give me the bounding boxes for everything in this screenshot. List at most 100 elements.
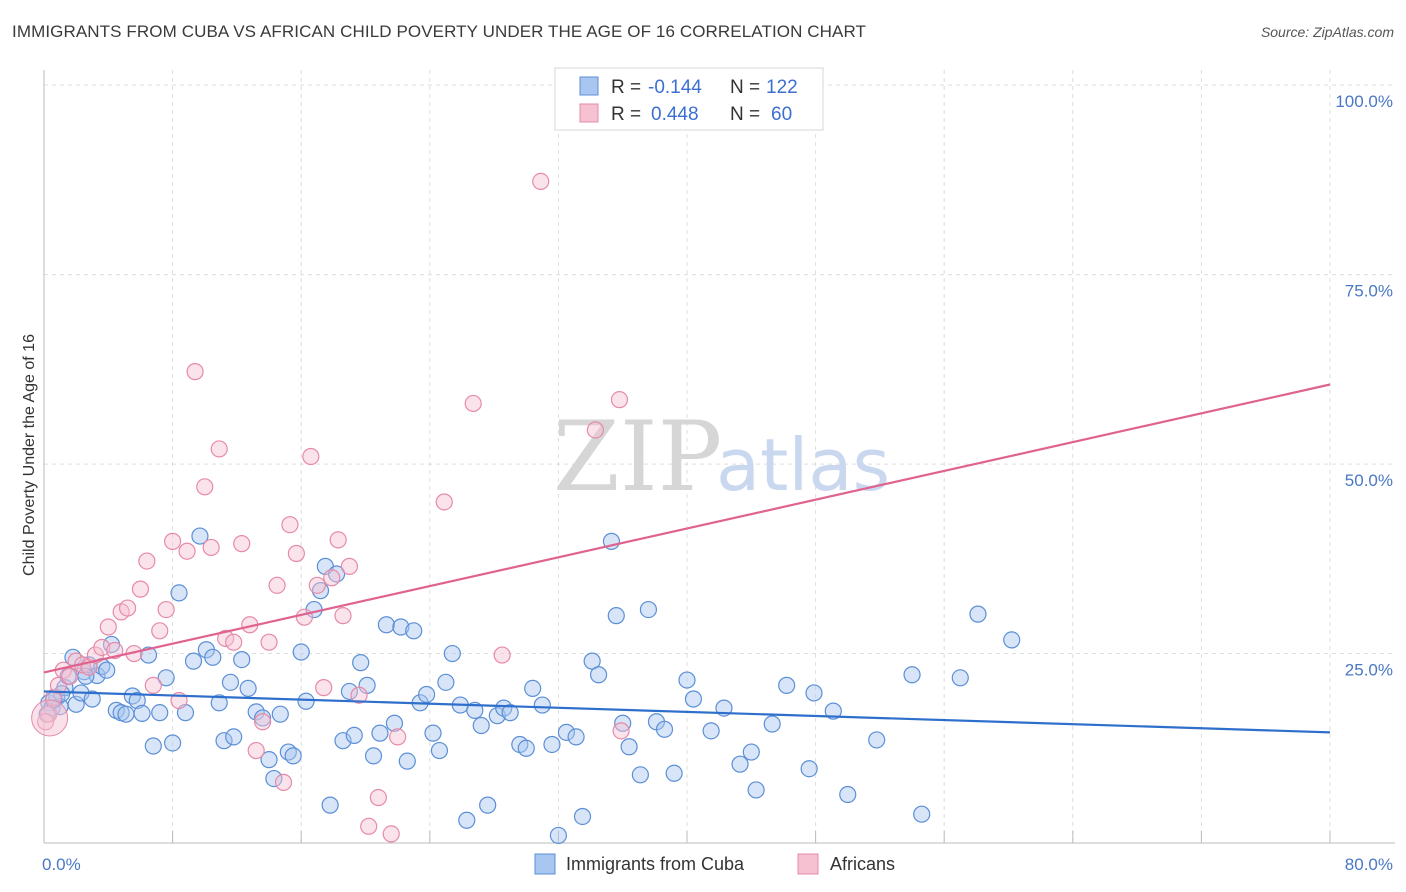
legend-r-label: R = <box>611 104 641 125</box>
data-point <box>233 651 251 669</box>
data-point <box>239 679 257 698</box>
data-point <box>437 673 455 691</box>
data-point <box>607 607 625 625</box>
data-point <box>191 527 209 545</box>
data-point <box>144 676 162 694</box>
legend-r-value: -0.144 <box>648 77 702 98</box>
data-point <box>868 731 886 749</box>
data-point <box>665 764 683 782</box>
data-point <box>742 743 760 761</box>
data-point <box>311 582 330 600</box>
legend-n-label: N = <box>730 104 760 125</box>
data-point <box>98 661 116 679</box>
data-point <box>639 600 658 619</box>
bottom-legend-swatch-africans <box>797 853 819 875</box>
data-point <box>334 607 352 625</box>
watermark: ZIP atlas <box>553 401 890 513</box>
data-point <box>392 618 410 636</box>
data-point <box>655 720 674 738</box>
data-point <box>684 690 703 708</box>
grid-lines <box>44 70 1395 843</box>
data-point <box>178 542 196 560</box>
data-point <box>631 766 649 784</box>
data-point <box>274 773 293 791</box>
data-point <box>295 608 314 626</box>
data-point <box>573 807 592 826</box>
legend: R = -0.144 N = 122 R = 0.448 N = 60 <box>554 67 824 131</box>
data-point <box>903 666 921 684</box>
series-africans-points <box>31 76 672 843</box>
data-point <box>247 741 265 760</box>
x-tick-label: 0.0% <box>42 855 81 874</box>
data-point <box>389 728 407 746</box>
data-point <box>217 629 235 647</box>
data-point <box>435 493 453 511</box>
data-point <box>532 172 550 191</box>
data-point <box>543 735 561 754</box>
data-point <box>133 704 151 723</box>
data-point <box>315 679 333 697</box>
legend-box <box>554 67 824 131</box>
data-point <box>340 682 359 701</box>
legend-r-label: R = <box>611 77 641 98</box>
data-point <box>302 447 320 466</box>
data-point <box>350 686 368 704</box>
data-point <box>678 671 696 689</box>
trend-line-africans <box>43 383 1331 674</box>
trend-line-cuba <box>43 690 1331 734</box>
data-point <box>221 673 240 691</box>
data-point <box>747 781 765 799</box>
data-point <box>164 734 182 752</box>
data-point <box>157 600 175 619</box>
data-point <box>377 616 395 634</box>
data-point <box>364 747 383 765</box>
data-point <box>117 705 135 723</box>
data-point <box>281 516 299 534</box>
data-point <box>202 538 220 557</box>
y-tick-label: 50.0% <box>1345 471 1393 490</box>
data-point <box>340 557 359 575</box>
data-point <box>308 576 326 594</box>
bottom-legend-swatch-cuba <box>534 853 556 875</box>
data-point <box>763 715 781 733</box>
data-point <box>458 811 476 829</box>
data-point <box>268 576 286 594</box>
data-point <box>472 716 490 735</box>
data-point <box>164 532 182 550</box>
data-point <box>501 704 519 722</box>
data-point <box>210 440 228 458</box>
data-point <box>951 669 969 687</box>
data-point-cluster <box>31 699 69 737</box>
data-point <box>612 722 630 740</box>
data-point <box>702 722 720 740</box>
legend-r-value: 0.448 <box>651 104 699 125</box>
data-point <box>405 622 423 640</box>
data-point <box>369 788 387 807</box>
y-tick-label: 25.0% <box>1345 661 1393 680</box>
data-point <box>805 684 823 702</box>
data-point <box>233 535 251 553</box>
data-point <box>204 648 222 666</box>
data-point <box>323 569 341 587</box>
data-point <box>371 724 389 742</box>
data-point <box>524 679 542 698</box>
data-point <box>824 702 842 720</box>
data-point <box>360 817 378 835</box>
source-label: Source: ZipAtlas.com <box>1260 24 1394 40</box>
legend-n-value: 60 <box>771 104 792 125</box>
data-point <box>517 739 535 757</box>
data-point <box>321 796 339 814</box>
data-point <box>424 724 442 742</box>
data-point <box>265 769 283 788</box>
chart-title: IMMIGRANTS FROM CUBA VS AFRICAN CHILD PO… <box>12 22 867 41</box>
data-point <box>479 796 497 814</box>
data-point <box>417 685 436 704</box>
data-point <box>913 805 931 823</box>
y-axis-label: Child Poverty Under the Age of 16 <box>21 334 38 576</box>
data-point <box>345 726 363 744</box>
data-point <box>610 391 629 409</box>
y-tick-label: 100.0% <box>1335 92 1393 111</box>
data-point <box>260 633 278 651</box>
data-point <box>430 741 449 760</box>
